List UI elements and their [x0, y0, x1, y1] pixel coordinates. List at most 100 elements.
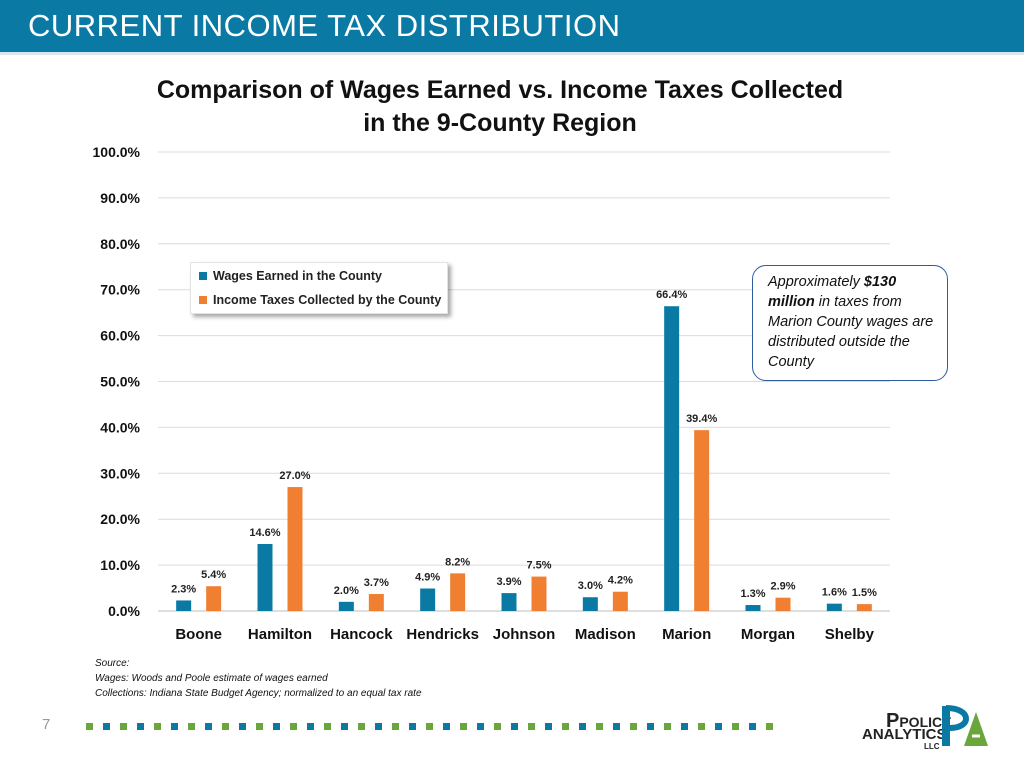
chart-legend: Wages Earned in the County Income Taxes … [190, 262, 448, 314]
y-tick-label: 90.0% [100, 190, 140, 206]
bar-wages [826, 603, 842, 611]
y-tick-label: 70.0% [100, 282, 140, 298]
data-label: 4.9% [415, 572, 440, 584]
data-label: 3.7% [364, 577, 389, 589]
data-label: 1.5% [852, 587, 877, 599]
x-tick-label: Boone [175, 626, 222, 643]
callout-text-part2: in taxes from Marion County wages are di… [768, 294, 934, 370]
y-tick-label: 100.0% [93, 144, 141, 160]
bar-taxes [612, 591, 628, 611]
page-number: 7 [42, 716, 51, 733]
decorative-dot [749, 723, 756, 730]
decorative-dot [477, 723, 484, 730]
logo-line1: PPolicy [886, 710, 952, 732]
legend-label-taxes: Income Taxes Collected by the County [213, 293, 442, 307]
x-tick-label: Morgan [741, 626, 795, 643]
data-label: 2.0% [334, 585, 359, 597]
data-label: 39.4% [686, 413, 717, 425]
source-heading: Source: [95, 658, 130, 669]
header-bar: CURRENT INCOME TAX DISTRIBUTION [0, 0, 1024, 55]
data-label: 27.0% [279, 470, 310, 482]
decorative-dot [171, 723, 178, 730]
source-note: Source: Wages: Woods and Poole estimate … [95, 656, 422, 701]
bar-taxes [368, 594, 384, 611]
legend-swatch-wages [199, 272, 207, 280]
callout-text-part1: Approximately [768, 274, 864, 290]
decorative-dot [120, 723, 127, 730]
data-label: 4.2% [608, 575, 633, 587]
decorative-dot [256, 723, 263, 730]
decorative-dot [392, 723, 399, 730]
bar-taxes [450, 573, 466, 611]
callout-box: Approximately $130 million in taxes from… [752, 265, 948, 381]
x-tick-label: Hamilton [248, 626, 312, 643]
decorative-dot [239, 723, 246, 730]
decorative-dot [137, 723, 144, 730]
decorative-dot [698, 723, 705, 730]
legend-label-wages: Wages Earned in the County [213, 269, 383, 283]
decorative-dot [375, 723, 382, 730]
decorative-dot [460, 723, 467, 730]
bar-wages [582, 597, 598, 611]
decorative-dot [290, 723, 297, 730]
callout-text: Approximately $130 million in taxes from… [768, 272, 938, 372]
decorative-dot [341, 723, 348, 730]
decorative-dot [647, 723, 654, 730]
bar-taxes [206, 586, 222, 611]
decorative-dot [307, 723, 314, 730]
source-collections: Collections: Indiana State Budget Agency… [95, 688, 422, 699]
decorative-dot [205, 723, 212, 730]
logo-pa-mark [942, 705, 988, 746]
decorative-dot [426, 723, 433, 730]
decorative-dot [579, 723, 586, 730]
decorative-dot [545, 723, 552, 730]
decorative-dot [222, 723, 229, 730]
bar-taxes [694, 430, 710, 611]
data-label: 7.5% [526, 560, 551, 572]
y-tick-label: 20.0% [100, 511, 140, 527]
bar-wages [501, 593, 517, 611]
data-label: 8.2% [445, 556, 470, 568]
logo-line2: Analytics [862, 726, 947, 743]
legend-item-taxes: Income Taxes Collected by the County [199, 293, 441, 307]
y-tick-label: 50.0% [100, 374, 140, 390]
data-label: 2.3% [171, 583, 196, 595]
x-tick-label: Hendricks [406, 626, 479, 643]
company-logo: PPolicy Analytics LLC [858, 704, 998, 754]
slide-title: CURRENT INCOME TAX DISTRIBUTION [28, 8, 621, 43]
y-tick-label: 80.0% [100, 236, 140, 252]
decorative-dot [596, 723, 603, 730]
data-label: 2.9% [770, 581, 795, 593]
data-label: 1.3% [740, 588, 765, 600]
y-tick-label: 60.0% [100, 328, 140, 344]
decorative-dot [630, 723, 637, 730]
logo-line3: LLC [924, 742, 940, 751]
callout-bold-amount: $130 million [768, 274, 897, 310]
decorative-dot [103, 723, 110, 730]
bar-taxes [531, 576, 547, 611]
x-tick-label: Madison [575, 626, 636, 643]
chart-title-line1: Comparison of Wages Earned vs. Income Ta… [156, 76, 844, 104]
decorative-dot [511, 723, 518, 730]
decorative-dot-line [86, 723, 776, 731]
decorative-dot [766, 723, 773, 730]
decorative-dot [358, 723, 365, 730]
decorative-dot [273, 723, 280, 730]
y-tick-label: 40.0% [100, 419, 140, 435]
y-tick-label: 10.0% [100, 557, 140, 573]
x-tick-label: Shelby [825, 626, 875, 643]
bar-wages [664, 306, 680, 611]
y-tick-label: 30.0% [100, 465, 140, 481]
y-tick-label: 0.0% [108, 603, 140, 619]
decorative-dot [494, 723, 501, 730]
decorative-dot [664, 723, 671, 730]
data-label: 3.0% [578, 580, 603, 592]
bar-wages [745, 605, 761, 611]
data-label: 14.6% [249, 527, 280, 539]
decorative-dot [188, 723, 195, 730]
data-label: 3.9% [496, 576, 521, 588]
bar-wages [257, 543, 273, 611]
decorative-dot [562, 723, 569, 730]
bar-wages [338, 601, 354, 611]
